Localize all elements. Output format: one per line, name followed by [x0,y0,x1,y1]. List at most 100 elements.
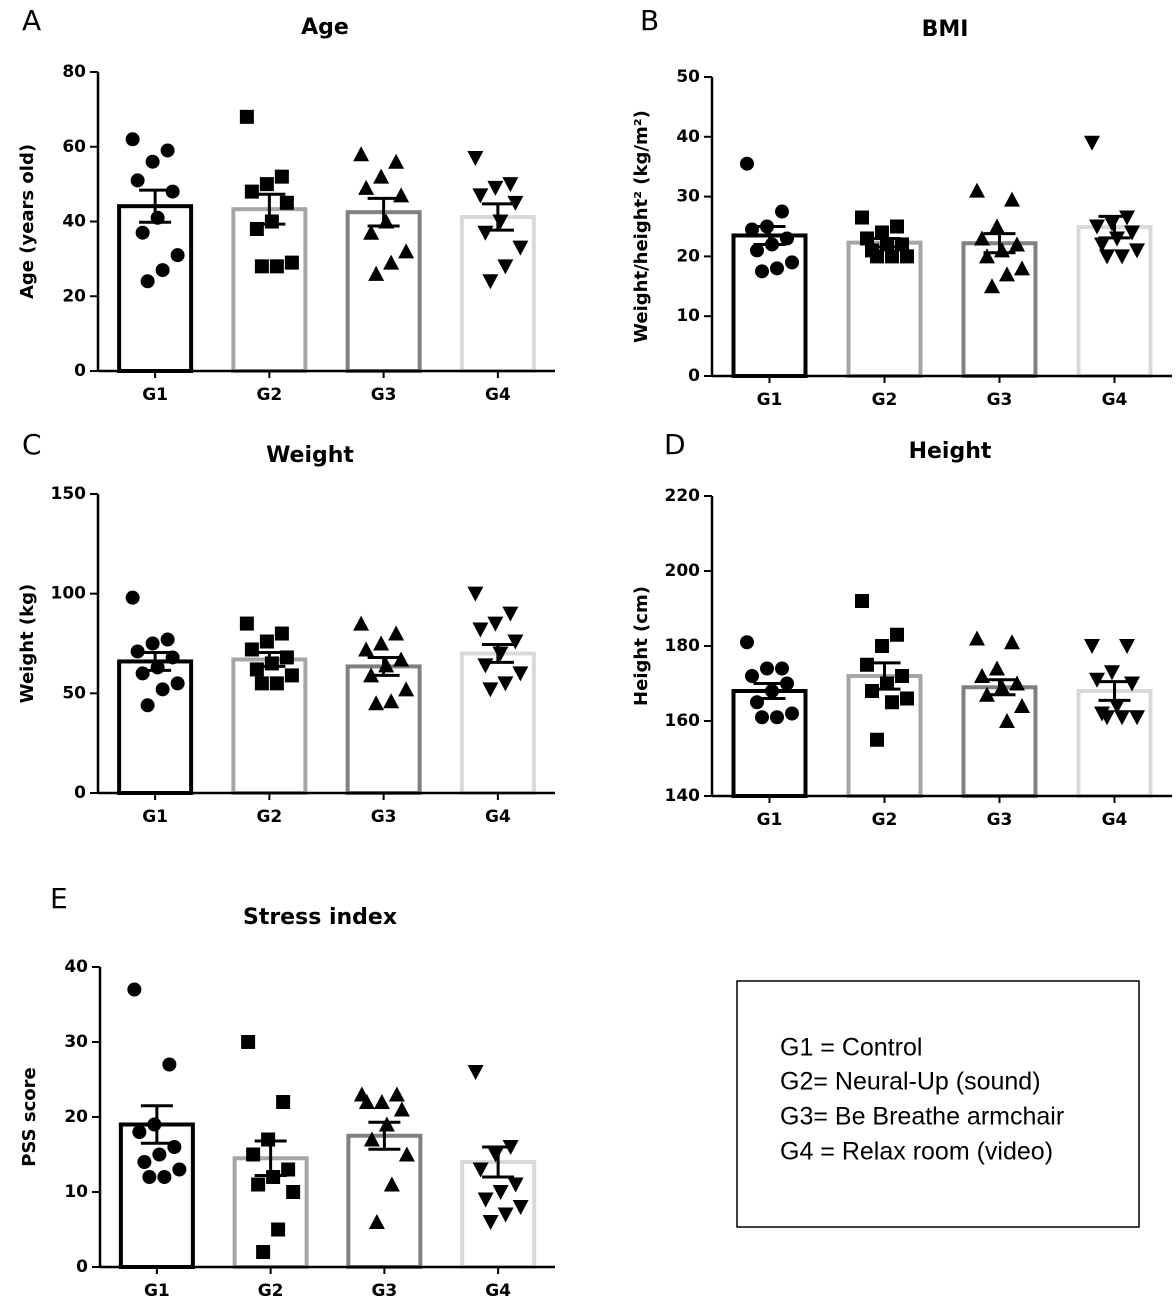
data-point [373,168,390,184]
data-point [125,132,140,147]
data-point [1009,236,1025,252]
y-axis-label: Height (cm) [631,586,652,706]
data-point [487,616,504,632]
y-tick-label: 50 [676,67,700,87]
data-point [172,1162,187,1177]
data-point [368,695,385,711]
y-axis-label: PSS score [19,1067,40,1166]
data-point [1089,219,1105,235]
y-tick-label: 40 [676,127,700,147]
data-point [780,231,794,246]
data-point [1094,237,1110,253]
data-point [979,248,995,264]
data-point [745,669,759,683]
data-point [890,219,904,234]
data-point [855,594,869,608]
data-point [239,616,254,631]
y-tick-label: 180 [665,636,701,656]
y-axis-label: Age (years old) [17,144,38,299]
legend-line: G1 = Control [780,1034,922,1062]
y-tick-label: 20 [676,246,700,266]
data-point [755,710,769,725]
x-tick-label: G4 [1102,390,1128,410]
data-point [135,666,150,681]
x-tick-label: G2 [872,390,898,410]
data-point [1109,699,1125,714]
x-tick-label: G2 [258,1281,284,1301]
data-point [1084,135,1100,151]
data-point [152,1147,167,1162]
data-point [740,635,754,650]
y-tick-label: 30 [64,1032,88,1052]
data-point [492,1185,509,1200]
y-tick-label: 60 [62,137,86,157]
y-tick-label: 40 [64,957,88,977]
data-point [497,676,514,692]
data-point [467,150,484,166]
data-point [276,1095,291,1109]
error-bar [368,1120,401,1151]
data-point [969,182,985,198]
bar [731,689,808,798]
data-point [264,656,279,671]
error-bar [481,642,514,664]
data-point [256,1245,271,1259]
x-tick-label: G4 [485,807,511,827]
data-point [999,266,1015,282]
data-point [875,639,889,653]
panel-label: D [664,428,686,461]
data-point [241,1035,256,1049]
data-point [860,657,874,672]
data-point [875,225,889,240]
data-point [147,1117,162,1132]
data-point [259,634,274,649]
data-point [785,255,799,270]
y-tick-label: 20 [64,1107,88,1127]
data-point [1129,243,1145,259]
data-point [472,622,489,638]
data-point [358,179,375,195]
data-point [900,249,914,264]
x-tick-label: G3 [987,810,1013,830]
data-point [999,713,1015,728]
data-point [984,278,1000,294]
data-point [358,1094,375,1109]
y-tick-label: 0 [688,366,700,386]
data-point [368,1214,385,1229]
data-point [890,627,904,642]
y-tick-label: 160 [665,711,701,731]
x-tick-label: G1 [757,390,783,410]
chart-title: Weight [266,443,354,468]
data-point [860,231,874,246]
data-point [132,1125,147,1139]
data-point [750,243,764,258]
data-point [770,710,784,725]
data-point [482,274,499,290]
data-point [264,214,279,229]
y-tick-label: 40 [62,212,86,232]
data-point [989,218,1005,234]
y-axis-label: Weight (kg) [17,584,38,703]
data-point [254,259,269,274]
data-point [785,706,799,721]
data-point [279,195,294,210]
data-point [1089,672,1105,688]
data-point [373,635,390,651]
y-tick-label: 80 [62,62,86,82]
x-tick-label: G1 [142,385,168,405]
error-bar [367,655,400,677]
error-bar [253,192,286,226]
data-point [145,636,160,651]
data-point [393,187,410,203]
data-point [755,264,769,279]
data-point [284,668,299,683]
data-point [140,698,155,713]
x-tick-label: G3 [987,390,1013,410]
data-point [383,1176,400,1192]
data-point [745,222,759,237]
data-point [989,660,1005,676]
data-point [135,225,150,240]
data-point [393,1101,410,1117]
data-point [383,693,400,709]
error-bar [868,661,901,691]
